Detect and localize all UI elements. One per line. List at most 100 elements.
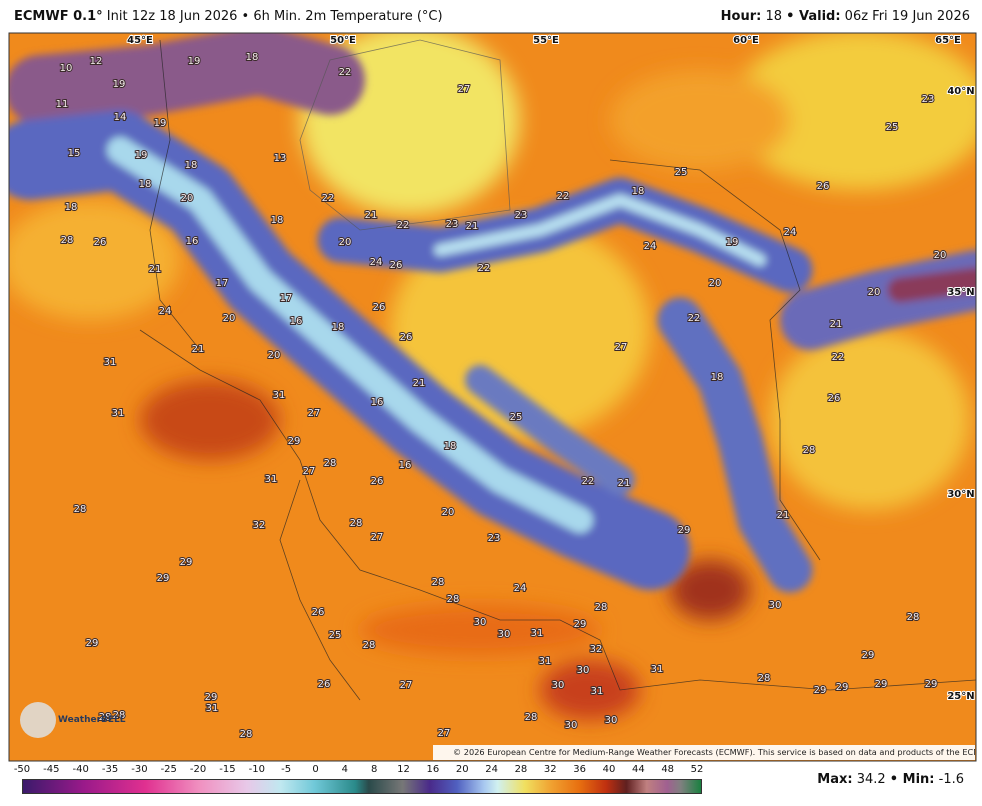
grid-label: 40°N <box>947 86 974 97</box>
temp-label: 25 <box>886 122 899 133</box>
map-frame <box>8 32 977 762</box>
map-field: 10 12 19 19 18 22 11 14 19 27 23 25 15 19 18 13 25 26 18 20… <box>9 33 976 761</box>
temp-label: 16 <box>399 460 412 471</box>
grid-label: 55°E <box>533 35 559 46</box>
colorbar-tick: 4 <box>341 764 349 775</box>
temp-label: 21 <box>777 510 790 521</box>
temp-label: 11 <box>56 99 69 110</box>
point-labels: 10 12 19 19 18 22 11 14 19 27 23 25 15 19 18 13 25 26 18 20… <box>55 51 948 741</box>
colorbar-tick: -40 <box>72 764 89 775</box>
temp-label: 28 <box>113 710 126 721</box>
grid-label: 60°E <box>733 35 759 46</box>
temp-label: 32 <box>253 520 266 531</box>
temp-label: 23 <box>515 210 528 221</box>
temp-label: 24 <box>514 583 527 594</box>
temp-label: 25 <box>510 412 523 423</box>
grid-label: 45°E <box>127 35 153 46</box>
temp-label: 23 <box>446 219 459 230</box>
colorbar-tick: -35 <box>101 764 119 775</box>
temp-label: 29 <box>862 650 875 661</box>
temp-label: 31 <box>206 703 219 714</box>
temp-label: 20 <box>181 193 194 204</box>
temp-label: 32 <box>590 644 603 655</box>
colorbar-tick: 44 <box>631 764 645 775</box>
temp-label: 25 <box>329 630 342 641</box>
model: ECMWF 0.1° <box>14 9 103 24</box>
temp-label: 15 <box>68 148 81 159</box>
temp-label: 27 <box>400 680 413 691</box>
grid-label: 35°N <box>947 287 974 298</box>
temp-label: 22 <box>339 67 352 78</box>
temp-label: 28 <box>324 458 337 469</box>
colorbar-tick: -15 <box>219 764 236 775</box>
temp-label: 18 <box>711 372 724 383</box>
temp-label: 29 <box>288 436 301 447</box>
temp-label: 19 <box>154 118 167 129</box>
temp-label: 28 <box>61 235 74 246</box>
grid-label: 50°E <box>330 35 356 46</box>
temp-label: 23 <box>488 533 501 544</box>
temp-label: 23 <box>922 94 935 105</box>
grid-label: 30°N <box>947 489 974 500</box>
temp-label: 26 <box>94 237 107 248</box>
valid-label: • Valid: <box>786 9 841 24</box>
temp-label: 30 <box>605 715 618 726</box>
hour-label: Hour: <box>720 9 762 24</box>
temp-label: 30 <box>565 720 578 731</box>
temp-label: 30 <box>552 680 565 691</box>
colorbar-tick: 40 <box>602 764 616 775</box>
temp-label: 27 <box>308 408 321 419</box>
temp-label: 21 <box>466 221 479 232</box>
temp-label: 29 <box>875 679 888 690</box>
colorbar-tick: 28 <box>514 764 528 775</box>
temp-label: 16 <box>186 236 199 247</box>
temp-label: 27 <box>458 84 471 95</box>
temp-label: 30 <box>498 629 511 640</box>
temp-label: 10 <box>60 63 73 74</box>
temp-label: 28 <box>350 518 363 529</box>
colorbar-tick: -25 <box>160 764 177 775</box>
temp-label: 31 <box>265 474 278 485</box>
temp-label: 20 <box>934 250 947 261</box>
temp-label: 24 <box>370 257 383 268</box>
temp-label: 12 <box>90 56 103 67</box>
temp-label: 22 <box>397 220 410 231</box>
temp-label: 27 <box>371 532 384 543</box>
grid-labels: 45°E 50°E 55°E 60°E 65°E 40°N 35°N 30°N 25°N <box>126 34 976 703</box>
temp-label: 21 <box>192 344 205 355</box>
colorbar-tick: 24 <box>485 764 498 775</box>
temp-label: 29 <box>86 638 99 649</box>
temp-label: 22 <box>832 352 845 363</box>
temp-label: 26 <box>390 260 403 271</box>
colorbar-tick: -30 <box>131 764 148 775</box>
colorbar-tick: 16 <box>426 764 440 775</box>
max: 34.2 <box>856 772 886 787</box>
temp-label: 13 <box>274 153 287 164</box>
temp-label: 31 <box>539 656 552 667</box>
temp-label: 24 <box>784 227 797 238</box>
temp-label: 20 <box>442 507 455 518</box>
temp-label: 28 <box>907 612 920 623</box>
colorbar-tick: -5 <box>281 764 292 775</box>
colorbar-tick: 12 <box>397 764 410 775</box>
temp-label: 29 <box>574 619 587 630</box>
temp-label: 27 <box>303 466 316 477</box>
temp-label: 26 <box>312 607 325 618</box>
temp-label: 28 <box>595 602 608 613</box>
temp-label: 22 <box>557 191 570 202</box>
temp-label: 27 <box>615 342 628 353</box>
temp-label: 28 <box>447 594 460 605</box>
max-label: Max: <box>817 772 853 787</box>
temp-label: 28 <box>525 712 538 723</box>
temp-label: 26 <box>373 302 386 313</box>
header-left: ECMWF 0.1° Init 12z 18 Jun 2026 • 6h Min… <box>14 9 443 24</box>
temp-label: 22 <box>322 193 335 204</box>
temp-label: 29 <box>836 682 849 693</box>
temp-label: 31 <box>104 357 117 368</box>
temp-label: 28 <box>363 640 376 651</box>
temp-label: 26 <box>828 393 841 404</box>
temp-label: 16 <box>371 397 384 408</box>
temp-label: 19 <box>188 56 201 67</box>
temp-label: 25 <box>675 167 688 178</box>
